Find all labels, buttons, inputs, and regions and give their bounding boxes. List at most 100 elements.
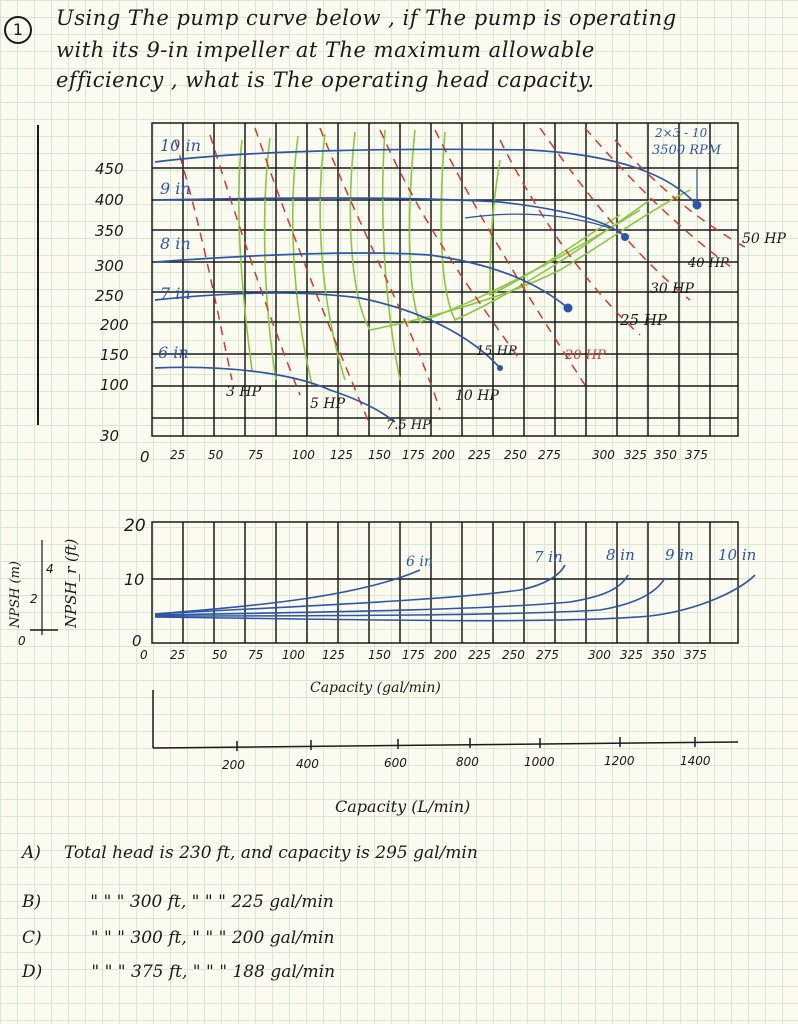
lmin-tick: 1200	[604, 754, 635, 768]
head-chart-grid	[151, 122, 739, 437]
npsh-m-tick: 2	[30, 592, 38, 606]
npsh-x-tick: 275	[536, 648, 559, 662]
lmin-tick: 200	[222, 758, 245, 772]
npsh-x-label: Capacity (gal/min)	[310, 680, 441, 696]
hp-label: 25 HP	[620, 311, 668, 329]
answer-letter: C)	[22, 928, 42, 948]
lmin-axis-label: Capacity (L/min)	[335, 797, 471, 816]
npsh-m-tick: 4	[46, 562, 54, 576]
npsh-m-tick: 0	[18, 634, 26, 648]
npsh-x-tick: 175	[402, 648, 425, 662]
impeller-label: 10 in	[160, 136, 201, 155]
npsh-y-tick: 20	[124, 516, 146, 536]
question-number: 1	[12, 20, 24, 39]
npsh-x-tick: 150	[368, 648, 391, 662]
operating-points	[497, 200, 702, 371]
impeller-label: 9 in	[160, 179, 191, 198]
head-x-tick: 200	[432, 448, 455, 462]
head-y-tick: 250	[95, 287, 124, 305]
head-x-tick: 150	[368, 448, 391, 462]
npsh-impeller-label: 7 in	[534, 548, 563, 566]
npsh-impeller-label: 10 in	[718, 546, 757, 564]
npsh-x-tick: 125	[322, 648, 345, 662]
answer-b[interactable]: B) " " " 300 ft, " " " 225 gal/min	[22, 892, 334, 912]
npsh-impeller-label: 9 in	[665, 546, 694, 564]
head-x-ticks: 0 25 50 75 100 125 150 175 200 225 250 2…	[140, 448, 740, 468]
impeller-label: 6 in	[158, 343, 189, 362]
question-line-1: Using The pump curve below , if The pump…	[56, 6, 677, 30]
answer-text: Total head is 230 ft, and capacity is 29…	[64, 843, 478, 863]
head-y-tick: 100	[100, 376, 129, 394]
answer-d[interactable]: D) " " " 375 ft, " " " 188 gal/min	[22, 962, 335, 982]
npsh-x-ticks: 0 25 50 75 100 125 150 175 200 225 250 2…	[140, 648, 740, 668]
answer-text: " " " 300 ft, " " " 225 gal/min	[90, 892, 334, 912]
npsh-chart-grid	[151, 521, 739, 644]
hp-label: 50 HP	[742, 231, 786, 247]
head-x-tick: 100	[292, 448, 315, 462]
npsh-y-tick: 10	[124, 570, 145, 589]
head-y-tick: 450	[95, 160, 124, 178]
hp-label: 10 HP	[455, 388, 499, 404]
answer-c[interactable]: C) " " " 300 ft, " " " 200 gal/min	[22, 928, 334, 948]
npsh-x-tick: 250	[502, 648, 525, 662]
npsh-x-tick: 350	[652, 648, 675, 662]
hp-label: 3 HP	[226, 384, 261, 400]
impeller-label: 7 in	[160, 284, 191, 303]
npsh-impeller-label: 6 in	[406, 554, 433, 570]
head-x-tick: 125	[330, 448, 353, 462]
npsh-x-tick: 75	[248, 648, 264, 662]
npsh-x-tick: 100	[282, 648, 305, 662]
head-y-tick: 30	[100, 427, 120, 445]
head-x-tick: 350	[654, 448, 677, 462]
head-y-tick: 400	[95, 191, 124, 209]
head-x-tick: 275	[538, 448, 561, 462]
question-number-circle: 1	[4, 16, 32, 44]
hp-label: 40 HP	[688, 256, 729, 271]
question-line-3: efficiency , what is The operating head …	[56, 68, 595, 92]
npsh-axis-label-m: NPSH (m)	[8, 561, 23, 628]
head-x-tick: 25	[170, 448, 186, 462]
npsh-x-tick: 25	[170, 648, 186, 662]
answer-letter: A)	[22, 843, 41, 863]
hp-label: 5 HP	[310, 396, 345, 412]
model-label: 2×3 - 10	[655, 126, 708, 140]
npsh-x-tick: 325	[620, 648, 643, 662]
question-line-2: with its 9-in impeller at The maximum al…	[56, 38, 595, 62]
lmin-tick: 1400	[680, 754, 711, 768]
head-y-tick: 350	[95, 222, 124, 240]
lmin-axis	[152, 690, 739, 751]
lmin-tick: 400	[296, 757, 319, 771]
npsh-impeller-label: 8 in	[606, 546, 635, 564]
head-x-tick: 325	[624, 448, 647, 462]
answer-text: " " " 375 ft, " " " 188 gal/min	[91, 962, 336, 982]
head-x-tick: 75	[248, 448, 264, 462]
npsh-x-tick: 200	[434, 648, 457, 662]
npsh-x-tick: 300	[588, 648, 611, 662]
speed-label: 3500 RPM	[652, 143, 722, 158]
lmin-tick: 800	[456, 755, 479, 769]
hp-label: 20 HP	[565, 348, 606, 363]
npsh-y-tick: 0	[132, 632, 142, 650]
head-x-tick: 300	[592, 448, 615, 462]
head-x-tick: 225	[468, 448, 491, 462]
impeller-label: 8 in	[160, 234, 191, 253]
answer-letter: D)	[22, 962, 43, 982]
hp-label: 30 HP	[650, 281, 694, 297]
hp-label: 7.5 HP	[386, 418, 431, 433]
answer-text: " " " 300 ft, " " " 200 gal/min	[90, 928, 335, 948]
head-x-tick: 0	[140, 448, 150, 466]
head-y-tick: 200	[100, 316, 129, 334]
lmin-tick: 600	[384, 756, 407, 770]
head-y-tick: 150	[100, 346, 129, 364]
head-y-tick: 300	[95, 257, 124, 275]
head-x-tick: 175	[402, 448, 425, 462]
answer-a[interactable]: A) Total head is 230 ft, and capacity is…	[22, 843, 478, 863]
npsh-curves	[154, 564, 756, 622]
head-x-tick: 375	[685, 448, 708, 462]
npsh-x-tick: 225	[468, 648, 491, 662]
lmin-tick: 1000	[524, 755, 555, 769]
npsh-x-tick: 0	[140, 648, 148, 662]
npsh-x-tick: 375	[684, 648, 707, 662]
head-x-tick: 50	[208, 448, 224, 462]
